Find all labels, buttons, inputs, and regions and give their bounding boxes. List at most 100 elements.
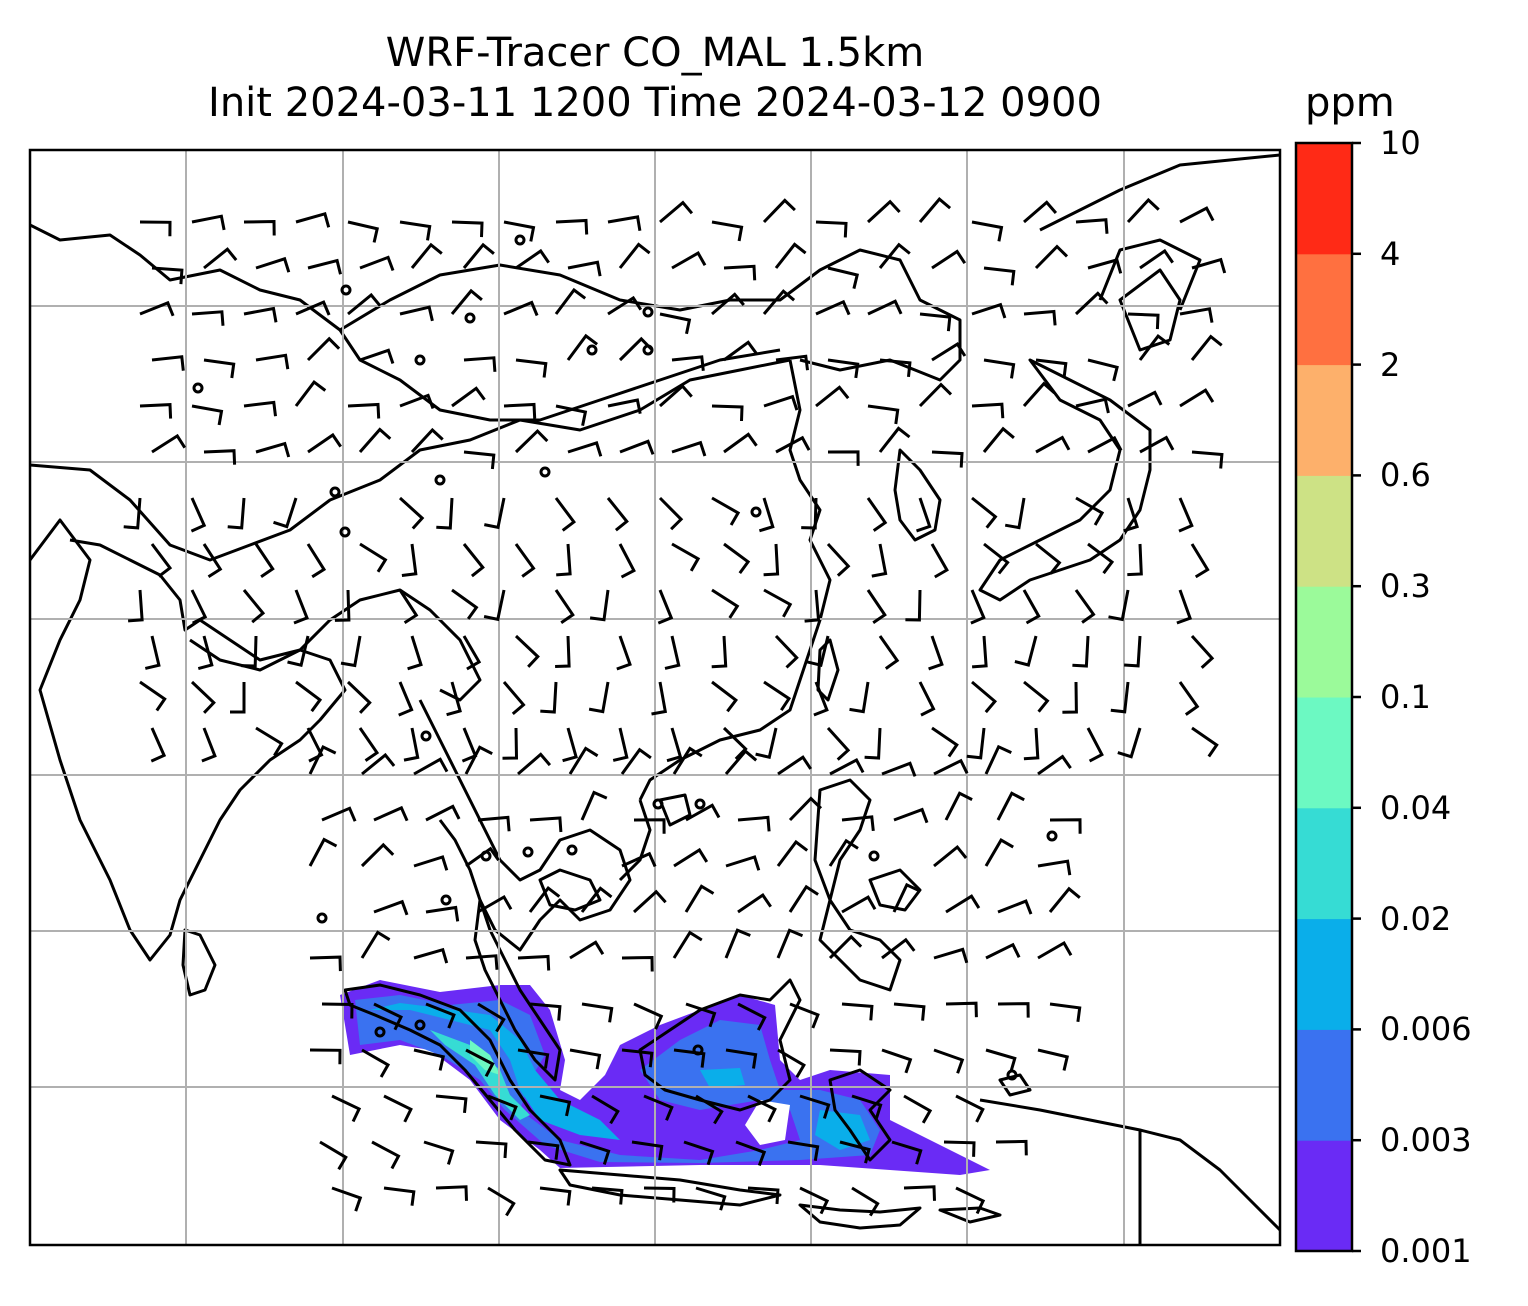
colorbar-segment (1296, 143, 1352, 255)
wind-barb (295, 300, 331, 316)
wind-barb (306, 543, 327, 579)
wind-barb (515, 358, 548, 378)
wind-barb (1117, 727, 1142, 759)
wind-barb (450, 288, 483, 315)
coastline-segment (30, 358, 791, 562)
wind-barb (1138, 334, 1171, 361)
wind-barb (423, 1140, 455, 1165)
wind-barb (666, 727, 683, 763)
wind-barb (287, 635, 310, 668)
wind-barb (347, 402, 381, 419)
wind-barb (933, 947, 969, 964)
wind-calm-marker (192, 382, 204, 394)
wind-barb (203, 247, 238, 270)
wind-barb (867, 299, 903, 316)
wind-barb (580, 886, 613, 913)
wind-barb (1191, 726, 1219, 758)
wind-barb (403, 727, 420, 762)
wind-calm-marker (464, 312, 476, 324)
wind-barb (606, 497, 629, 532)
wind-barb (436, 497, 454, 530)
wind-barb (514, 543, 536, 578)
wind-barb (607, 215, 642, 231)
wind-barb (723, 340, 758, 362)
wind-barb (451, 588, 479, 620)
wind-barb (461, 727, 478, 763)
wind-barb (358, 727, 380, 762)
wind-barb (1062, 681, 1078, 714)
wind-barb (651, 681, 668, 716)
wind-barb (373, 1002, 404, 1031)
wind-barb (685, 1002, 717, 1028)
wind-calm-marker (440, 894, 452, 906)
wind-barb (787, 1140, 820, 1161)
colorbar-tick-label: 0.001 (1380, 1232, 1472, 1270)
wind-barb (435, 1094, 468, 1114)
wind-barb (1086, 727, 1104, 763)
wind-barb (190, 589, 208, 625)
wind-barb (555, 404, 588, 427)
wind-barb (971, 680, 998, 714)
wind-barb (804, 589, 821, 623)
wind-barb (554, 589, 575, 624)
wind-barb (1190, 543, 1210, 579)
wind-barb (462, 242, 495, 269)
coastline-segment (868, 868, 922, 912)
wind-calm-marker (414, 1019, 426, 1031)
wind-barb (777, 1048, 806, 1078)
wind-barb (139, 403, 173, 419)
wind-barb (828, 838, 859, 867)
wind-barb (331, 1094, 362, 1123)
wind-barb (359, 348, 395, 364)
colorbar-tick-label: 0.02 (1380, 899, 1452, 938)
wind-barb (851, 1094, 883, 1119)
wind-barb (319, 1140, 348, 1171)
wind-barb (671, 542, 701, 572)
wind-barb (881, 937, 916, 960)
wind-barb (916, 497, 932, 533)
wind-barb (737, 1002, 767, 1031)
wind-barb (711, 220, 744, 242)
wind-barb (1108, 589, 1130, 622)
wind-barb (775, 354, 809, 371)
wind-barb (671, 440, 707, 457)
colorbar-tick-label: 0.3 (1380, 567, 1431, 606)
wind-barb (643, 1094, 674, 1121)
wind-barb (477, 1002, 506, 1033)
wind-barb (1037, 754, 1072, 776)
wind-barb (849, 681, 870, 714)
plume-gap (745, 1100, 790, 1145)
wind-barb (1048, 886, 1081, 913)
wind-barb (321, 806, 357, 822)
wind-barb (841, 1002, 874, 1021)
wind-barb (673, 847, 709, 868)
wind-barb (618, 242, 651, 269)
wind-barb (829, 757, 865, 776)
wind-barb (664, 635, 681, 670)
colorbar-segment (1296, 1140, 1352, 1252)
wind-barb (763, 588, 793, 618)
colorbar-tick-label: 0.04 (1380, 788, 1452, 827)
wind-barb (878, 635, 900, 670)
wind-calm-marker (694, 798, 706, 810)
wind-barb (529, 1002, 562, 1021)
wind-barb (747, 1094, 777, 1123)
wind-barb (1127, 312, 1160, 330)
wind-barb (1075, 496, 1105, 526)
wind-barb (514, 634, 540, 668)
wind-calm-marker (329, 486, 341, 498)
wind-calm-marker (434, 474, 446, 486)
wind-calm-marker (414, 354, 426, 366)
wind-barb (672, 746, 703, 775)
wind-barb (465, 846, 500, 868)
wind-calm-marker (316, 912, 328, 924)
wind-barb (1124, 635, 1142, 668)
wind-barb (383, 1094, 413, 1123)
wind-barb (774, 242, 807, 269)
wind-barb (243, 400, 277, 417)
colorbar-tick-label: 2 (1380, 345, 1401, 384)
coastline-segment (1039, 153, 1280, 311)
colorbar-segment (1296, 586, 1352, 698)
wind-barb (527, 1140, 560, 1160)
